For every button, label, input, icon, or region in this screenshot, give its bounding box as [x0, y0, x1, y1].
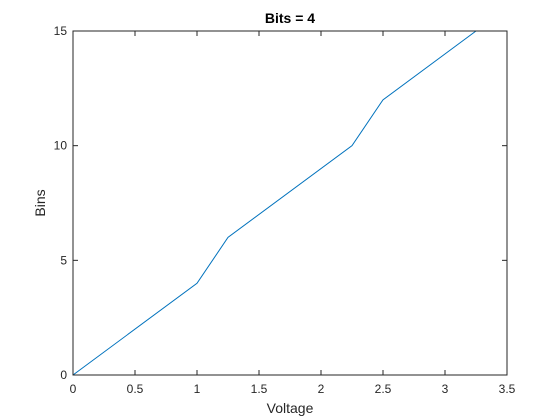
- x-tick-label: 1.5: [251, 382, 268, 396]
- chart-title: Bits = 4: [265, 10, 315, 26]
- x-tick-label: 0.5: [127, 382, 144, 396]
- x-tick-label: 3: [442, 382, 449, 396]
- y-tick-label: 0: [60, 368, 67, 382]
- plot-area: [73, 31, 507, 375]
- y-tick-label: 5: [60, 253, 67, 267]
- x-tick-label: 2.5: [375, 382, 392, 396]
- x-tick-label: 0: [70, 382, 77, 396]
- x-tick-label: 3.5: [499, 382, 516, 396]
- series-line-1: [72, 30, 477, 376]
- plot-frame: [72, 30, 508, 376]
- x-axis-label: Voltage: [267, 400, 314, 416]
- y-tick-label: 15: [54, 24, 68, 38]
- ticks-layer: 0 0.5 1 1.5 2 2.5 3 3.5 0 5 10 15: [54, 24, 516, 396]
- y-tick-label: 10: [54, 139, 68, 153]
- series-layer: [72, 30, 477, 376]
- x-tick-label: 1: [194, 382, 201, 396]
- y-axis-label: Bins: [32, 189, 48, 216]
- x-tick-label: 2: [318, 382, 325, 396]
